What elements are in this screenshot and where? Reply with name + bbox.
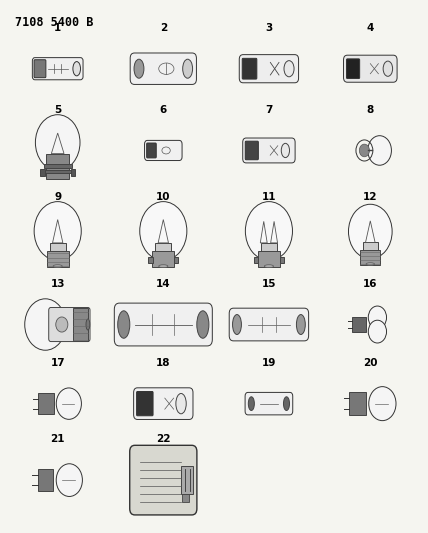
FancyBboxPatch shape bbox=[147, 143, 156, 158]
Circle shape bbox=[368, 136, 392, 165]
Text: 10: 10 bbox=[156, 192, 170, 201]
FancyBboxPatch shape bbox=[71, 168, 75, 176]
FancyBboxPatch shape bbox=[50, 243, 66, 253]
Circle shape bbox=[368, 320, 386, 343]
FancyBboxPatch shape bbox=[229, 308, 309, 341]
Circle shape bbox=[348, 204, 392, 259]
Text: 16: 16 bbox=[363, 279, 377, 289]
Ellipse shape bbox=[281, 143, 289, 158]
Circle shape bbox=[56, 317, 68, 332]
Ellipse shape bbox=[232, 314, 241, 335]
FancyBboxPatch shape bbox=[44, 164, 71, 168]
Ellipse shape bbox=[86, 319, 90, 330]
Circle shape bbox=[56, 388, 81, 419]
FancyBboxPatch shape bbox=[38, 469, 54, 491]
FancyBboxPatch shape bbox=[279, 257, 284, 263]
Circle shape bbox=[25, 299, 66, 350]
FancyBboxPatch shape bbox=[46, 154, 69, 179]
Circle shape bbox=[140, 201, 187, 261]
FancyBboxPatch shape bbox=[258, 251, 280, 267]
FancyBboxPatch shape bbox=[34, 60, 46, 78]
Ellipse shape bbox=[134, 59, 144, 78]
Text: 7108 5400 B: 7108 5400 B bbox=[15, 16, 94, 29]
FancyBboxPatch shape bbox=[243, 138, 295, 163]
Ellipse shape bbox=[283, 397, 289, 410]
Text: 7: 7 bbox=[265, 104, 273, 115]
Ellipse shape bbox=[53, 265, 62, 268]
Text: 12: 12 bbox=[363, 192, 377, 201]
FancyBboxPatch shape bbox=[242, 58, 257, 79]
FancyBboxPatch shape bbox=[174, 257, 178, 263]
FancyBboxPatch shape bbox=[363, 242, 378, 252]
FancyBboxPatch shape bbox=[39, 393, 54, 414]
Ellipse shape bbox=[248, 397, 254, 410]
FancyBboxPatch shape bbox=[33, 58, 83, 80]
Ellipse shape bbox=[197, 311, 209, 338]
Text: 2: 2 bbox=[160, 23, 167, 33]
Circle shape bbox=[245, 201, 292, 261]
FancyBboxPatch shape bbox=[114, 303, 212, 346]
Text: 22: 22 bbox=[156, 434, 170, 444]
FancyBboxPatch shape bbox=[47, 251, 68, 267]
FancyBboxPatch shape bbox=[40, 168, 45, 176]
Text: 21: 21 bbox=[51, 434, 65, 444]
FancyBboxPatch shape bbox=[347, 59, 360, 78]
FancyBboxPatch shape bbox=[152, 251, 174, 267]
Text: 1: 1 bbox=[54, 23, 61, 33]
Ellipse shape bbox=[284, 61, 294, 77]
Ellipse shape bbox=[265, 265, 273, 268]
FancyBboxPatch shape bbox=[134, 388, 193, 419]
FancyBboxPatch shape bbox=[245, 392, 293, 415]
Text: 5: 5 bbox=[54, 104, 61, 115]
Circle shape bbox=[368, 306, 386, 329]
Circle shape bbox=[360, 144, 369, 157]
Text: 4: 4 bbox=[367, 23, 374, 33]
Text: 11: 11 bbox=[262, 192, 276, 201]
Ellipse shape bbox=[159, 265, 168, 268]
Text: 20: 20 bbox=[363, 358, 377, 368]
FancyBboxPatch shape bbox=[261, 243, 277, 253]
FancyBboxPatch shape bbox=[49, 308, 90, 342]
FancyBboxPatch shape bbox=[145, 140, 182, 160]
Ellipse shape bbox=[297, 314, 305, 335]
Text: 8: 8 bbox=[367, 104, 374, 115]
FancyBboxPatch shape bbox=[254, 257, 258, 263]
Ellipse shape bbox=[73, 62, 80, 76]
Text: 13: 13 bbox=[51, 279, 65, 289]
FancyBboxPatch shape bbox=[44, 170, 71, 173]
FancyBboxPatch shape bbox=[181, 466, 193, 494]
Text: 6: 6 bbox=[160, 104, 167, 115]
Ellipse shape bbox=[383, 61, 392, 76]
FancyBboxPatch shape bbox=[182, 494, 189, 502]
FancyBboxPatch shape bbox=[137, 392, 153, 416]
FancyBboxPatch shape bbox=[239, 55, 299, 83]
Text: 18: 18 bbox=[156, 358, 170, 368]
Ellipse shape bbox=[183, 59, 193, 78]
Circle shape bbox=[56, 464, 83, 496]
Ellipse shape bbox=[176, 393, 186, 414]
FancyBboxPatch shape bbox=[352, 317, 366, 332]
Ellipse shape bbox=[366, 263, 374, 265]
Text: 15: 15 bbox=[262, 279, 276, 289]
Text: 14: 14 bbox=[156, 279, 171, 289]
FancyBboxPatch shape bbox=[149, 257, 153, 263]
FancyBboxPatch shape bbox=[130, 53, 196, 84]
FancyBboxPatch shape bbox=[130, 445, 197, 515]
Circle shape bbox=[34, 201, 81, 261]
Text: 17: 17 bbox=[51, 358, 65, 368]
Circle shape bbox=[36, 115, 80, 171]
Text: 19: 19 bbox=[262, 358, 276, 368]
Text: 9: 9 bbox=[54, 192, 61, 201]
Ellipse shape bbox=[118, 311, 130, 338]
Circle shape bbox=[369, 386, 396, 421]
FancyBboxPatch shape bbox=[245, 141, 259, 160]
FancyBboxPatch shape bbox=[73, 308, 88, 341]
FancyBboxPatch shape bbox=[349, 392, 366, 415]
FancyBboxPatch shape bbox=[155, 243, 171, 253]
Text: 3: 3 bbox=[265, 23, 273, 33]
FancyBboxPatch shape bbox=[344, 55, 397, 82]
FancyBboxPatch shape bbox=[360, 250, 380, 265]
